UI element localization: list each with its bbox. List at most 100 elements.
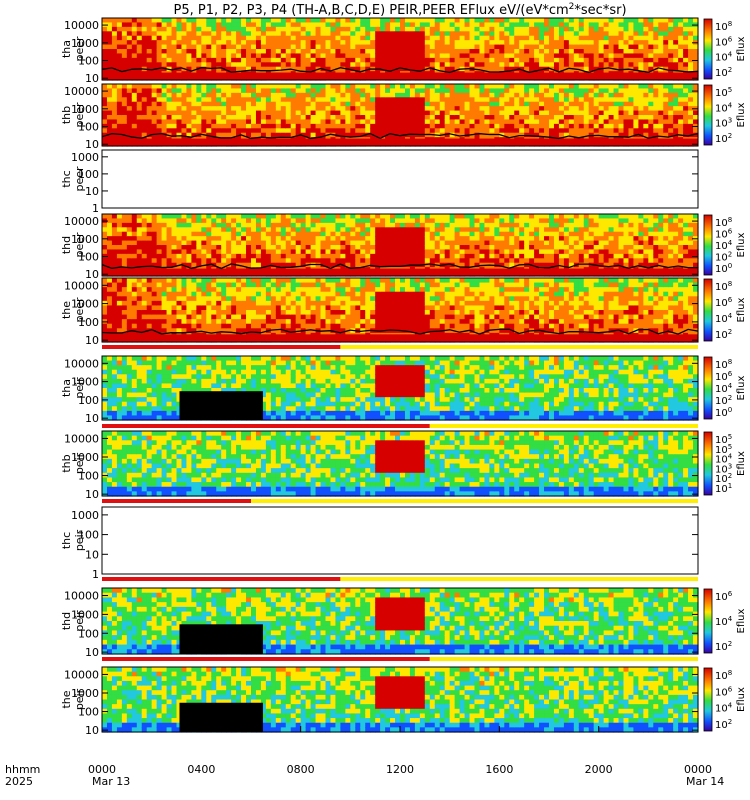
spectrogram-cell: [126, 44, 133, 50]
spectrogram-cell: [380, 44, 386, 50]
spectrogram-cell: [131, 253, 138, 259]
spectrogram-cell: [375, 231, 381, 237]
spectrogram-cell: [529, 97, 535, 103]
spectrogram-cell: [434, 106, 441, 112]
spectrogram-cell: [514, 245, 520, 251]
spectrogram-cell: [270, 44, 277, 50]
spectrogram-cell: [653, 53, 659, 59]
spectrogram-cell: [519, 53, 525, 59]
spectrogram-cell: [295, 66, 302, 72]
spectrogram-cell: [290, 26, 297, 32]
spectrogram-cell: [534, 253, 540, 259]
spectrogram-cell: [444, 88, 451, 94]
spectrogram-cell: [643, 214, 649, 220]
spectrogram-cell: [131, 84, 138, 90]
spectrogram-cell: [285, 97, 292, 103]
spectrogram-cell: [246, 253, 252, 259]
spectrogram-cell: [658, 66, 664, 72]
spectrogram-cell: [658, 132, 664, 138]
spectrogram-cell: [226, 253, 232, 259]
spectrogram-cell: [370, 31, 376, 37]
spectrogram-cell: [300, 84, 307, 90]
spectrogram-cell: [633, 44, 639, 50]
spectrogram-cell: [603, 18, 610, 24]
spectrogram-cell: [563, 132, 570, 138]
spectrogram-cell: [419, 119, 426, 125]
spectrogram-cell: [171, 132, 178, 138]
spectrogram-cell: [375, 240, 381, 246]
spectrogram-cell: [539, 97, 545, 103]
spectrogram-cell: [618, 101, 625, 107]
spectrogram-cell: [534, 66, 540, 72]
spectrogram-cell: [499, 115, 505, 121]
spectrogram-cell: [409, 245, 416, 251]
spectrogram-cell: [479, 115, 486, 121]
spectrogram-cell: [553, 128, 560, 134]
spectrogram-cell: [653, 26, 659, 32]
spectrogram-cell: [206, 31, 212, 37]
spectrogram-cell: [678, 97, 684, 103]
spectrogram-cell: [116, 245, 123, 251]
spectrogram-cell: [549, 49, 555, 55]
spectrogram-cell: [370, 18, 376, 24]
spectrogram-cell: [469, 106, 476, 112]
spectrogram-cell: [588, 249, 595, 255]
spectrogram-cell: [673, 110, 679, 116]
spectrogram-cell: [693, 26, 699, 32]
spectrogram-cell: [166, 106, 173, 112]
spectrogram-cell: [206, 40, 212, 46]
spectrogram-cell: [683, 110, 689, 116]
spectrogram-cell: [116, 44, 123, 50]
spectrogram-cell: [275, 57, 282, 63]
spectrogram-cell: [196, 88, 202, 94]
spectrogram-cell: [221, 97, 227, 103]
spectrogram-cell: [593, 222, 600, 228]
spectrogram-cell: [315, 119, 322, 125]
spectrogram-cell: [638, 106, 644, 112]
spectrogram-cell: [608, 236, 615, 242]
spectrogram-cell: [156, 49, 163, 55]
spectrogram-cell: [444, 101, 451, 107]
spectrogram-cell: [424, 110, 431, 116]
spectrogram-cell: [454, 128, 461, 134]
spectrogram-cell: [285, 115, 292, 121]
spectrogram-cell: [504, 22, 510, 28]
spectrogram-cell: [275, 26, 282, 32]
spectrogram-cell: [623, 53, 630, 59]
spectrogram-cell: [320, 132, 327, 138]
spectrogram-cell: [275, 222, 282, 228]
spectrogram-cell: [424, 258, 431, 264]
spectrogram-cell: [563, 218, 570, 224]
spectrogram-cell: [444, 92, 451, 98]
spectrogram-cell: [633, 35, 639, 41]
spectrogram-cell: [409, 97, 416, 103]
spectrogram-cell: [509, 26, 515, 32]
spectrogram-cell: [544, 101, 550, 107]
spectrogram-cell: [270, 253, 277, 259]
spectrogram-cell: [330, 245, 337, 251]
spectrogram-cell: [191, 92, 197, 98]
spectrogram-cell: [270, 18, 277, 24]
spectrogram-cell: [444, 240, 451, 246]
spectrogram-cell: [593, 62, 600, 68]
spectrogram-cell: [613, 132, 620, 138]
spectrogram-cell: [300, 249, 307, 255]
spectrogram-cell: [404, 110, 411, 116]
spectrogram-cell: [166, 227, 173, 233]
spectrogram-cell: [439, 66, 446, 72]
spectrogram-cell: [613, 35, 620, 41]
spectrogram-cell: [568, 214, 575, 220]
spectrogram-cell: [231, 97, 237, 103]
spectrogram-cell: [395, 123, 401, 129]
spectrogram-cell: [509, 245, 515, 251]
spectrogram-cell: [419, 132, 426, 138]
spectrogram-cell: [429, 128, 436, 134]
spectrogram-cell: [608, 227, 615, 233]
spectrogram-cell: [464, 222, 471, 228]
spectrogram-cell: [648, 258, 654, 264]
spectrogram-cell: [206, 26, 212, 32]
spectrogram-cell: [196, 115, 202, 121]
spectrogram-cell: [211, 231, 217, 237]
spectrogram-cell: [400, 115, 406, 121]
spectrogram-cell: [534, 258, 540, 264]
